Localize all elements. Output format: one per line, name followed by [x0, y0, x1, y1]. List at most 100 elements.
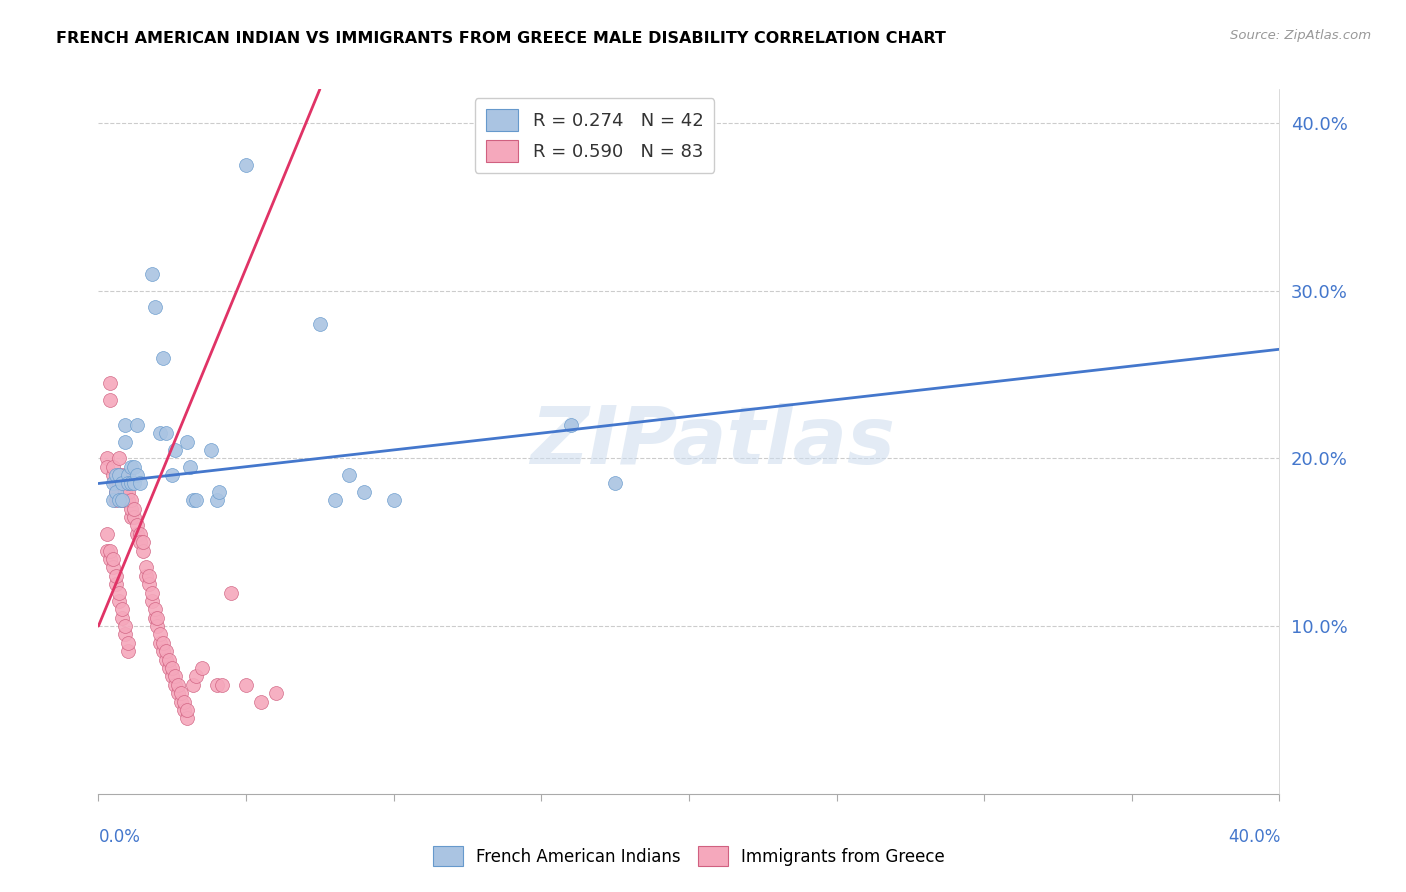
Point [176, 434, 198, 449]
Point [143, 611, 166, 625]
Point [120, 459, 142, 474]
Point [120, 501, 142, 516]
Point [105, 484, 128, 499]
Point [111, 611, 134, 625]
Point [165, 669, 187, 683]
Point [120, 510, 142, 524]
Point [98, 552, 121, 566]
Point [98, 392, 121, 407]
Point [219, 585, 242, 599]
Point [165, 442, 187, 457]
Point [200, 442, 222, 457]
Point [138, 568, 160, 582]
Point [143, 301, 166, 315]
Point [605, 476, 627, 491]
Point [117, 493, 139, 508]
Point [117, 636, 139, 650]
Point [162, 468, 183, 483]
Point [120, 476, 142, 491]
Point [235, 678, 257, 692]
Point [128, 476, 150, 491]
Point [117, 476, 139, 491]
Point [103, 560, 125, 574]
Point [149, 627, 172, 641]
Point [114, 484, 136, 499]
Text: 0.0%: 0.0% [98, 828, 141, 846]
Point [167, 686, 190, 700]
Point [560, 417, 582, 432]
Point [108, 468, 131, 483]
Point [125, 518, 148, 533]
Point [155, 653, 177, 667]
Point [167, 678, 190, 692]
Text: 40.0%: 40.0% [1229, 828, 1281, 846]
Point [173, 695, 195, 709]
Point [98, 376, 121, 390]
Point [149, 426, 172, 441]
Point [111, 468, 134, 483]
Point [108, 451, 131, 466]
Point [184, 669, 207, 683]
Text: Source: ZipAtlas.com: Source: ZipAtlas.com [1230, 29, 1371, 42]
Point [162, 661, 183, 675]
Point [176, 711, 198, 725]
Point [105, 577, 128, 591]
Point [103, 552, 125, 566]
Point [105, 493, 128, 508]
Point [155, 644, 177, 658]
Point [135, 560, 157, 574]
Point [105, 568, 128, 582]
Point [111, 493, 134, 508]
Point [122, 501, 145, 516]
Point [128, 526, 150, 541]
Point [181, 493, 204, 508]
Point [122, 476, 145, 491]
Point [141, 585, 163, 599]
Point [114, 627, 136, 641]
Text: ZIPatlas: ZIPatlas [530, 402, 896, 481]
Point [157, 661, 180, 675]
Point [146, 611, 169, 625]
Point [103, 468, 125, 483]
Point [176, 703, 198, 717]
Point [146, 619, 169, 633]
Point [105, 476, 128, 491]
Point [162, 669, 183, 683]
Point [108, 493, 131, 508]
Point [117, 644, 139, 658]
Point [103, 459, 125, 474]
Point [108, 585, 131, 599]
Point [111, 476, 134, 491]
Point [96, 526, 118, 541]
Point [111, 602, 134, 616]
Point [250, 695, 273, 709]
Point [122, 459, 145, 474]
Point [96, 451, 118, 466]
Point [105, 484, 128, 499]
Point [205, 678, 228, 692]
Point [108, 476, 131, 491]
Point [103, 476, 125, 491]
Point [208, 484, 231, 499]
Point [103, 493, 125, 508]
Point [117, 468, 139, 483]
Text: FRENCH AMERICAN INDIAN VS IMMIGRANTS FROM GREECE MALE DISABILITY CORRELATION CHA: FRENCH AMERICAN INDIAN VS IMMIGRANTS FRO… [56, 31, 946, 46]
Point [105, 468, 128, 483]
Point [149, 636, 172, 650]
Point [122, 510, 145, 524]
Point [96, 459, 118, 474]
Point [132, 535, 155, 549]
Point [353, 484, 375, 499]
Point [152, 351, 174, 365]
Point [181, 678, 204, 692]
Point [125, 417, 148, 432]
Point [264, 686, 287, 700]
Point [141, 594, 163, 608]
Point [111, 493, 134, 508]
Point [170, 695, 193, 709]
Point [339, 468, 360, 483]
Point [138, 577, 160, 591]
Point [235, 158, 257, 172]
Point [125, 468, 148, 483]
Point [323, 493, 346, 508]
